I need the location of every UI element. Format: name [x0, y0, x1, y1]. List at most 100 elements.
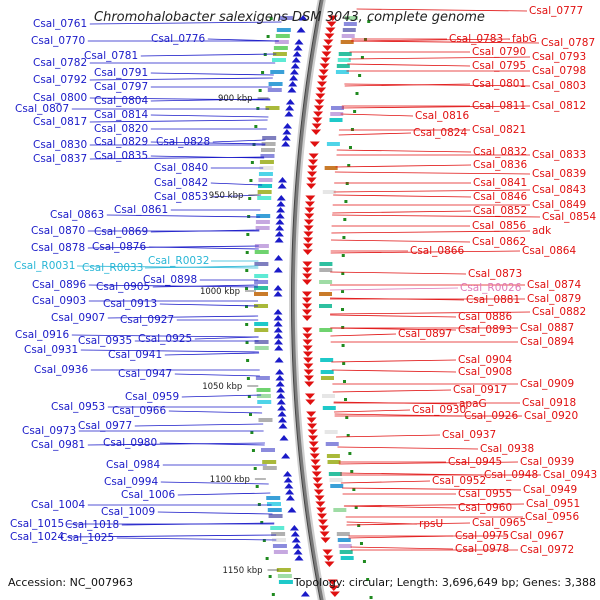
gene-label-right[interactable]: Csal_0945 — [448, 456, 502, 468]
gene-label-right[interactable]: Csal_0894 — [520, 336, 574, 348]
gene-label-right[interactable]: Csal_0777 — [529, 5, 583, 17]
gene-label-left[interactable]: Csal_0959 — [125, 391, 179, 403]
gene-label-left[interactable]: Csal_0931 — [24, 344, 78, 356]
gene-label-left[interactable]: Csal_0980 — [103, 437, 157, 449]
gene-label-left[interactable]: Csal_0761 — [33, 18, 87, 30]
gene-label-left[interactable]: Csal_0817 — [33, 116, 87, 128]
gene-label-left[interactable]: Csal_0973 — [22, 425, 76, 437]
gene-label-right[interactable]: Csal_0839 — [532, 168, 586, 180]
gene-label-right[interactable]: Csal_0852 — [473, 205, 527, 217]
gene-label-left[interactable]: Csal_0905 — [96, 281, 150, 293]
gene-label-left[interactable]: Csal_0953 — [51, 401, 105, 413]
gene-label-right[interactable]: Csal_0938 — [480, 443, 534, 455]
gene-label-right[interactable]: Csal_0812 — [532, 100, 586, 112]
gene-label-right[interactable]: Csal_0879 — [527, 293, 581, 305]
gene-label-left[interactable]: Csal_0994 — [104, 476, 158, 488]
gene-label-left[interactable]: Csal_0935 — [78, 335, 132, 347]
gene-label-left[interactable]: Csal_1004 — [31, 499, 85, 511]
gene-label-right[interactable]: Csal_0951 — [526, 498, 580, 510]
gene-label-left[interactable]: Csal_0941 — [108, 349, 162, 361]
gene-label-right[interactable]: rpsU — [419, 518, 443, 530]
gene-label-right[interactable]: Csal_R0026 — [460, 282, 522, 294]
gene-label-left[interactable]: Csal_1025 — [60, 532, 114, 544]
gene-label-right[interactable]: Csal_0960 — [458, 502, 512, 514]
gene-label-left[interactable]: Csal_0853 — [154, 191, 208, 203]
gene-label-right[interactable]: Csal_0833 — [532, 149, 586, 161]
gene-label-left[interactable]: Csal_R0031 — [14, 260, 75, 272]
gene-label-right[interactable]: fabG — [512, 33, 537, 45]
gene-label-right[interactable]: Csal_0937 — [442, 429, 496, 441]
gene-label-right[interactable]: apaG — [459, 398, 487, 410]
gene-label-right[interactable]: Csal_0793 — [532, 51, 586, 63]
gene-label-left[interactable]: Csal_0776 — [151, 33, 205, 45]
gene-label-right[interactable]: Csal_0908 — [458, 366, 512, 378]
gene-label-right[interactable]: Csal_0943 — [543, 469, 597, 481]
gene-label-left[interactable]: Csal_1024 — [10, 531, 64, 543]
gene-label-right[interactable]: Csal_0952 — [432, 475, 486, 487]
gene-label-left[interactable]: Csal_0927 — [120, 314, 174, 326]
gene-label-left[interactable]: Csal_0804 — [94, 95, 148, 107]
gene-label-left[interactable]: Csal_0797 — [94, 81, 148, 93]
gene-label-right[interactable]: Csal_0893 — [458, 324, 512, 336]
gene-label-right[interactable]: Csal_0790 — [472, 46, 526, 58]
gene-label-left[interactable]: Csal_0896 — [32, 279, 86, 291]
gene-label-right[interactable]: Csal_0862 — [472, 236, 526, 248]
gene-label-left[interactable]: Csal_0903 — [32, 295, 86, 307]
gene-label-right[interactable]: Csal_0918 — [522, 397, 576, 409]
gene-label-right[interactable]: Csal_0965 — [472, 517, 526, 529]
gene-label-left[interactable]: Csal_0814 — [94, 109, 148, 121]
gene-label-right[interactable]: Csal_0948 — [484, 469, 538, 481]
gene-label-right[interactable]: Csal_0972 — [520, 544, 574, 556]
gene-label-left[interactable]: Csal_1018 — [65, 519, 119, 531]
gene-label-left[interactable]: Csal_0842 — [154, 177, 208, 189]
gene-label-left[interactable]: Csal_1015 — [10, 518, 64, 530]
gene-label-left[interactable]: Csal_0861 — [114, 204, 168, 216]
gene-label-right[interactable]: Csal_0821 — [472, 124, 526, 136]
gene-label-right[interactable]: Csal_0897 — [398, 328, 452, 340]
gene-label-left[interactable]: Csal_0807 — [15, 103, 69, 115]
gene-label-left[interactable]: Csal_0913 — [103, 298, 157, 310]
gene-label-right[interactable]: Csal_0811 — [472, 100, 526, 112]
gene-label-right[interactable]: Csal_0854 — [542, 211, 596, 223]
gene-label-right[interactable]: Csal_0824 — [413, 127, 467, 139]
gene-label-left[interactable]: Csal_0837 — [33, 153, 87, 165]
gene-label-left[interactable]: Csal_0977 — [78, 420, 132, 432]
gene-label-right[interactable]: Csal_0874 — [527, 279, 581, 291]
gene-label-left[interactable]: Csal_0916 — [15, 329, 69, 341]
gene-label-right[interactable]: Csal_0841 — [473, 177, 527, 189]
gene-label-right[interactable]: Csal_0881 — [466, 294, 520, 306]
gene-label-right[interactable]: Csal_0787 — [541, 37, 595, 49]
gene-label-right[interactable]: Csal_0803 — [532, 80, 586, 92]
gene-label-right[interactable]: Csal_0955 — [458, 488, 512, 500]
gene-label-left[interactable]: Csal_1006 — [121, 489, 175, 501]
gene-label-left[interactable]: Csal_0981 — [31, 439, 85, 451]
gene-label-left[interactable]: Csal_0947 — [118, 368, 172, 380]
gene-label-right[interactable]: Csal_0783 — [449, 33, 503, 45]
gene-label-right[interactable]: Csal_0866 — [410, 245, 464, 257]
gene-label-left[interactable]: Csal_0907 — [51, 312, 105, 324]
gene-label-right[interactable]: Csal_0801 — [472, 78, 526, 90]
gene-label-right[interactable]: Csal_0930 — [412, 404, 466, 416]
gene-label-left[interactable]: Csal_0800 — [33, 92, 87, 104]
gene-label-left[interactable]: Csal_0878 — [31, 242, 85, 254]
gene-label-left[interactable]: Csal_0828 — [156, 136, 210, 148]
gene-label-right[interactable]: Csal_0843 — [532, 184, 586, 196]
gene-label-left[interactable]: Csal_0830 — [33, 139, 87, 151]
gene-label-left[interactable]: Csal_R0033 — [82, 262, 143, 274]
gene-label-left[interactable]: Csal_0984 — [106, 459, 160, 471]
gene-label-right[interactable]: Csal_0886 — [458, 311, 512, 323]
gene-label-right[interactable]: Csal_0873 — [468, 268, 522, 280]
gene-label-left[interactable]: Csal_0792 — [33, 74, 87, 86]
gene-label-left[interactable]: Csal_0835 — [94, 150, 148, 162]
gene-label-right[interactable]: Csal_0816 — [415, 110, 469, 122]
gene-label-left[interactable]: Csal_0829 — [94, 136, 148, 148]
gene-label-right[interactable]: Csal_0949 — [523, 484, 577, 496]
gene-label-right[interactable]: Csal_0909 — [520, 378, 574, 390]
gene-label-right[interactable]: Csal_0956 — [525, 511, 579, 523]
gene-label-left[interactable]: Csal_0898 — [143, 274, 197, 286]
gene-label-right[interactable]: Csal_0864 — [522, 245, 576, 257]
gene-label-right[interactable]: Csal_0917 — [453, 384, 507, 396]
gene-label-left[interactable]: Csal_0820 — [94, 123, 148, 135]
gene-label-right[interactable]: Csal_0904 — [458, 354, 512, 366]
gene-label-left[interactable]: Csal_0782 — [33, 57, 87, 69]
